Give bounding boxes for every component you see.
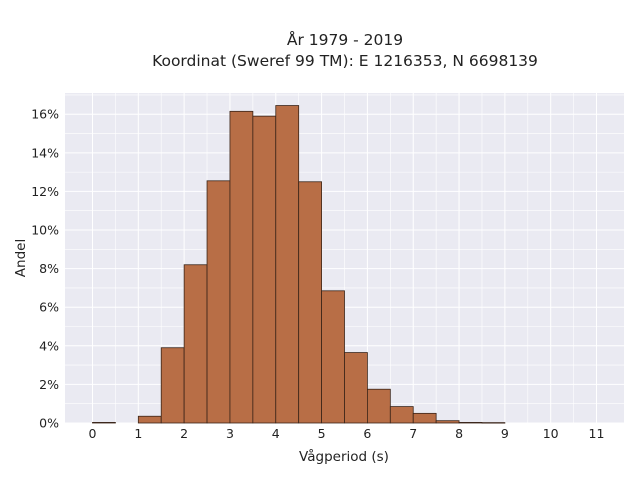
- histogram-bar: [206, 180, 231, 424]
- histogram-bar: [481, 422, 506, 424]
- histogram-bar: [458, 422, 483, 424]
- histogram-bar: [412, 412, 437, 424]
- histogram-bar: [344, 352, 368, 424]
- y-tick-label: 10%: [31, 223, 59, 238]
- x-tick-label: 3: [226, 426, 234, 441]
- y-tick-label: 4%: [39, 338, 59, 353]
- x-tick-label: 8: [455, 426, 463, 441]
- histogram-bar: [160, 347, 185, 424]
- y-tick-label: 16%: [31, 107, 59, 122]
- x-tick-label: 10: [543, 426, 559, 441]
- y-tick-label: 14%: [31, 145, 59, 160]
- y-tick-label: 8%: [39, 261, 59, 276]
- x-tick-label: 11: [589, 426, 605, 441]
- histogram-bar: [298, 181, 322, 424]
- y-tick-label: 12%: [31, 184, 59, 199]
- histogram-bar: [183, 264, 208, 424]
- histogram-bar: [252, 115, 277, 424]
- chart-title-line2: Koordinat (Sweref 99 TM): E 1216353, N 6…: [152, 52, 538, 70]
- x-tick-labels: 0 1 2 3 4 5 6 7 8 9 10 11: [89, 426, 605, 441]
- x-tick-label: 5: [318, 426, 326, 441]
- x-tick-label: 7: [409, 426, 417, 441]
- x-tick-label: 6: [363, 426, 371, 441]
- histogram-bar: [389, 406, 414, 424]
- x-tick-label: 2: [180, 426, 188, 441]
- histogram-bar: [275, 105, 300, 424]
- x-tick-label: 1: [134, 426, 142, 441]
- chart-title-line1: År 1979 - 2019: [287, 30, 403, 49]
- x-tick-label: 0: [89, 426, 97, 441]
- y-axis-label: Andel: [13, 239, 29, 277]
- histogram-bars: [92, 105, 506, 424]
- y-tick-labels: 0% 2% 4% 6% 8% 10% 12% 14% 16%: [31, 107, 59, 431]
- x-axis-label: Vågperiod (s): [299, 448, 389, 465]
- histogram-bar: [321, 290, 345, 424]
- histogram-bar: [229, 110, 254, 424]
- histogram-bar: [367, 388, 391, 424]
- histogram-bar: [435, 420, 460, 424]
- y-tick-label: 0%: [39, 416, 59, 431]
- histogram-bar: [92, 422, 116, 424]
- x-tick-label: 9: [501, 426, 509, 441]
- y-tick-label: 6%: [39, 300, 59, 315]
- x-tick-label: 4: [272, 426, 280, 441]
- y-tick-label: 2%: [39, 377, 59, 392]
- histogram-bar: [137, 415, 162, 424]
